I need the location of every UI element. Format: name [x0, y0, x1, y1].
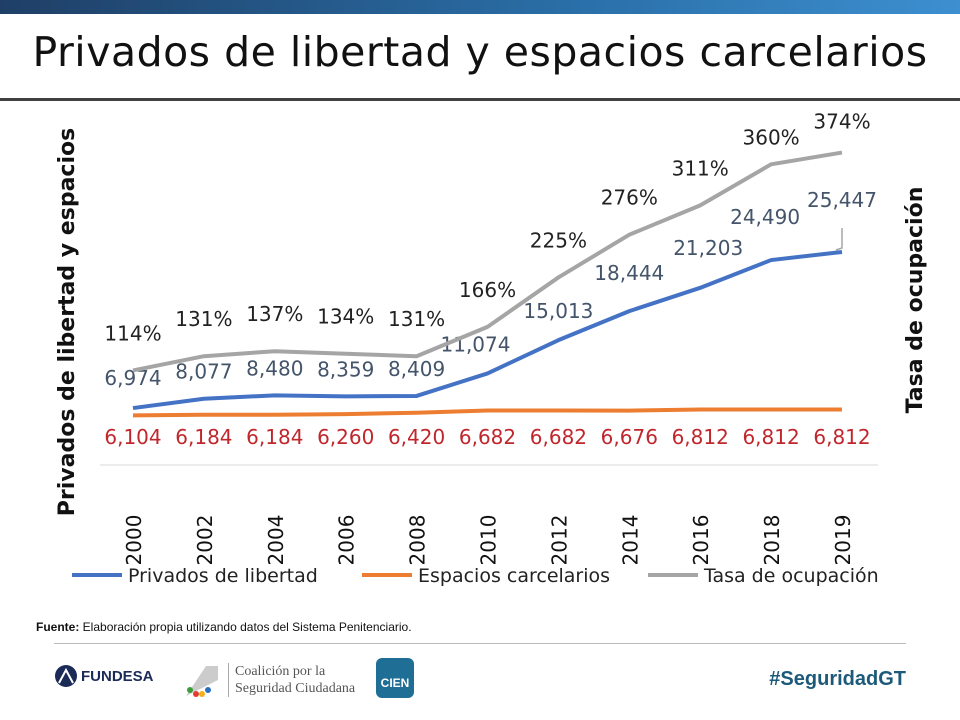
- data-label: 6,184: [246, 425, 303, 449]
- data-label: 114%: [104, 321, 161, 345]
- data-label: 131%: [175, 307, 232, 331]
- legend-label: Tasa de ocupación: [703, 565, 879, 587]
- data-label: 24,490: [730, 205, 800, 229]
- x-tick-label: 2004: [264, 515, 288, 566]
- data-label: 311%: [672, 156, 729, 180]
- source-text: Elaboración propia utilizando datos del …: [79, 620, 412, 634]
- data-label: 134%: [317, 305, 374, 329]
- data-label: 25,447: [807, 188, 877, 212]
- x-tick-label: 2002: [193, 515, 217, 566]
- fundesa-logo: FUNDESA: [54, 664, 154, 688]
- data-label: 360%: [743, 125, 800, 149]
- x-tick-label: 2018: [760, 515, 784, 566]
- y2-axis-label: Tasa de ocupación: [903, 187, 928, 414]
- cien-logo: CIEN: [376, 658, 414, 698]
- data-label: 6,420: [388, 425, 445, 449]
- legend-label: Espacios carcelarios: [418, 565, 610, 587]
- x-tick-label: 2016: [689, 515, 713, 566]
- series-line-2: [132, 150, 843, 373]
- data-label: 276%: [601, 186, 658, 210]
- data-label: 6,104: [104, 425, 161, 449]
- data-label: 225%: [530, 228, 587, 252]
- top-bar: [0, 0, 960, 14]
- x-tick-label: 2019: [831, 515, 855, 566]
- coalicion-logo: Coalición por la Seguridad Ciudadana: [182, 660, 355, 700]
- data-label: 6,812: [672, 425, 729, 449]
- coalicion-icon: [186, 666, 218, 697]
- line-chart: Privados de libertad y espacios Tasa de …: [55, 110, 928, 587]
- data-label: 166%: [459, 278, 516, 302]
- data-label: 11,074: [441, 332, 511, 356]
- data-label: 131%: [388, 307, 445, 331]
- source-note: Fuente: Elaboración propia utilizando da…: [36, 620, 412, 634]
- data-label: 15,013: [523, 299, 593, 323]
- x-tick-label: 2000: [122, 515, 146, 566]
- data-label: 374%: [813, 110, 870, 134]
- x-tick-label: 2014: [618, 515, 642, 566]
- data-label: 6,676: [601, 425, 658, 449]
- hashtag: #SeguridadGT: [769, 668, 906, 690]
- title-divider: [0, 98, 960, 101]
- data-label: 6,812: [813, 425, 870, 449]
- data-label: 8,359: [317, 357, 374, 381]
- data-label: 6,812: [742, 425, 799, 449]
- x-tick-label: 2010: [477, 515, 501, 566]
- data-label: 6,682: [459, 425, 516, 449]
- data-label: 6,184: [175, 425, 232, 449]
- data-label: 8,077: [175, 360, 232, 384]
- x-tick-label: 2006: [335, 515, 359, 566]
- data-label: 8,409: [388, 357, 445, 381]
- data-label: 6,260: [317, 425, 374, 449]
- source-label: Fuente:: [36, 620, 80, 634]
- fundesa-icon: [55, 665, 77, 687]
- data-label: 21,203: [673, 236, 743, 260]
- data-label: 18,444: [594, 261, 664, 285]
- x-tick-label: 2008: [406, 515, 430, 566]
- y-axis-label: Privados de libertad y espacios: [55, 128, 80, 516]
- page-title: Privados de libertad y espacios carcelar…: [32, 28, 928, 76]
- series-line-1: [132, 407, 842, 418]
- series-line-0: [132, 249, 843, 411]
- x-tick-label: 2012: [547, 515, 571, 566]
- legend-label: Privados de libertad: [128, 565, 318, 587]
- footer-divider: [54, 643, 906, 644]
- data-label: 137%: [246, 302, 303, 326]
- leader-line: [835, 228, 843, 251]
- data-label: 6,682: [530, 425, 587, 449]
- data-label: 8,480: [246, 356, 303, 380]
